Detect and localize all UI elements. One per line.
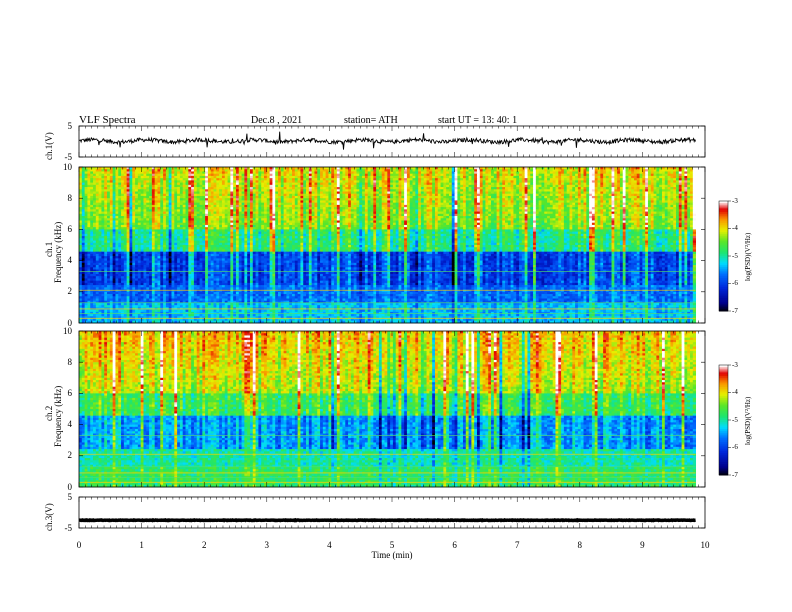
ch1-spectrogram-ytick-5: 10 <box>63 162 72 172</box>
ch1-voltage-trace <box>79 132 696 150</box>
ch1-spectrogram-ytick-4: 8 <box>68 193 73 203</box>
x-tick-4: 4 <box>327 540 332 550</box>
ch2-spectrogram-colorbar-tick-3: -6 <box>732 443 738 451</box>
ch2-spectrogram-colorbar-label: log(PSD)(V²/Hz) <box>744 397 752 445</box>
ch3-voltage-ytick-0: 5 <box>68 492 73 502</box>
ch1-spectrogram-ytick-1: 2 <box>68 286 73 296</box>
ch1-voltage-ytick-1: -5 <box>65 152 73 162</box>
ch3-voltage-trace <box>79 520 696 521</box>
ch3-voltage-ytick-1: -5 <box>65 523 73 533</box>
x-tick-6: 6 <box>452 540 457 550</box>
x-tick-9: 9 <box>640 540 645 550</box>
x-tick-1: 1 <box>139 540 144 550</box>
x-axis-label: Time (min) <box>372 550 413 560</box>
ch1-voltage-panel <box>79 132 696 150</box>
ch1-spectrogram-colorbar-tick-0: -3 <box>732 197 738 205</box>
ch1-spectrogram-colorbar <box>719 201 731 312</box>
ch2-spectrogram-colorbar-tick-2: -5 <box>732 416 738 424</box>
x-tick-0: 0 <box>77 540 82 550</box>
ch2-spectrogram-colorbar-tick-1: -4 <box>732 388 738 396</box>
ch2-spectrogram-ytick-4: 8 <box>68 357 73 367</box>
ch2-spectrogram-ytick-1: 2 <box>68 450 73 460</box>
x-tick-5: 5 <box>390 540 395 550</box>
ch1-spectrogram-colorbar-tick-3: -6 <box>732 279 738 287</box>
ch2-spectrogram-cells <box>79 331 696 487</box>
ch1-spectrogram-colorbar-tick-1: -4 <box>732 224 738 232</box>
ch3-voltage-panel <box>79 520 696 521</box>
ch2-spectrogram-ylabel: Frequency (kHz) <box>53 386 63 447</box>
ch1-spectrogram-ylabel: Frequency (kHz) <box>53 222 63 283</box>
ch1-spectrogram-colorbar-label: log(PSD)(V²/Hz) <box>744 233 752 281</box>
ch1-voltage-ylabel: ch.1(V) <box>44 132 54 160</box>
x-tick-10: 10 <box>701 540 710 550</box>
ch3-voltage-ylabel: ch.3(V) <box>44 503 54 531</box>
x-tick-3: 3 <box>265 540 270 550</box>
ch1-spectrogram-colorbar-tick-4: -7 <box>732 307 738 315</box>
x-tick-2: 2 <box>202 540 207 550</box>
ch2-spectrogram-colorbar-tick-0: -3 <box>732 361 738 369</box>
ch1-voltage-ytick-0: 5 <box>68 121 73 131</box>
ch2-spectrogram-colorbar-tick-4: -7 <box>732 471 738 479</box>
ch1-spectrogram-ytick-3: 6 <box>68 224 73 234</box>
ch1-spectrogram-ytick-2: 4 <box>68 255 73 265</box>
ch1-spectrogram-colorbar-tick-2: -5 <box>732 252 738 260</box>
ch2-spectrogram-ytick-2: 4 <box>68 419 73 429</box>
ch2-spectrogram-ytick-3: 6 <box>68 388 73 398</box>
ch2-spectrogram-ytick-0: 0 <box>68 482 73 492</box>
x-tick-7: 7 <box>515 540 520 550</box>
ch2-spectrogram-colorbar <box>719 365 731 476</box>
x-tick-8: 8 <box>578 540 583 550</box>
ch1-spectrogram-cells <box>79 167 696 323</box>
ch2-spectrogram-ytick-5: 10 <box>63 326 72 336</box>
